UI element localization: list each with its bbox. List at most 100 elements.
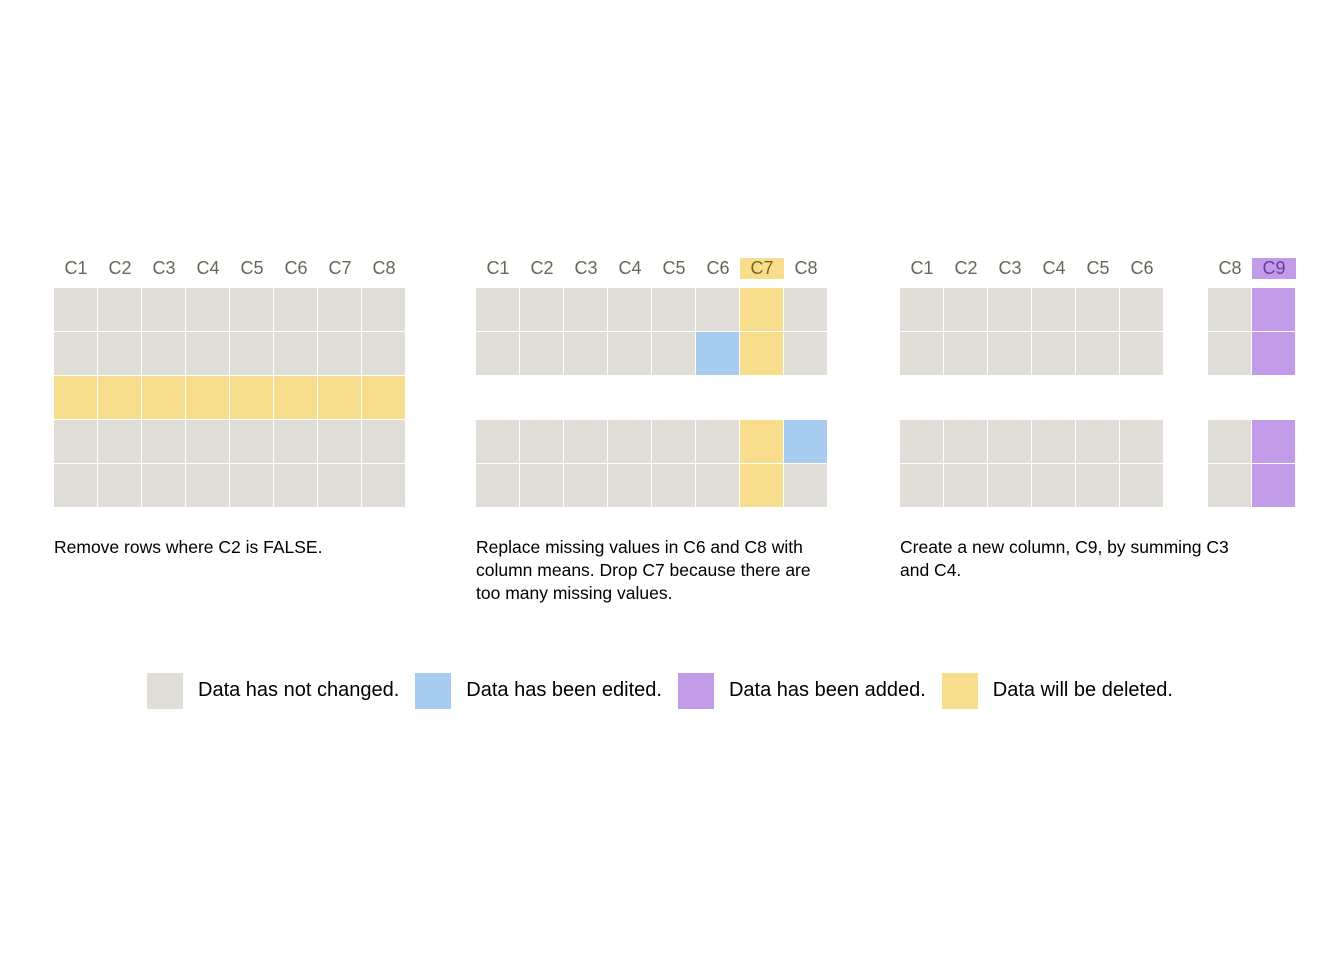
data-grid <box>900 288 1295 508</box>
panel-remove-rows: C1 C2 C3 C4 C5 C6 C7 C8 Remove rows where C2 is… <box>54 250 414 557</box>
panel-caption: Create a new column, C9, by summing C3 a… <box>900 537 1229 580</box>
legend: Data has not changed. Data has been edit… <box>147 672 1189 709</box>
cell-unchanged <box>784 464 827 507</box>
cell-unchanged <box>608 332 651 375</box>
cell-deleted <box>318 376 361 419</box>
cell-unchanged <box>230 420 273 463</box>
column-header-c6: C6 <box>284 258 308 278</box>
column-header-c5: C5 <box>1086 258 1110 278</box>
cell-unchanged <box>362 464 405 507</box>
column-header-c5: C5 <box>240 258 264 278</box>
column-header-c6: C6 <box>1130 258 1154 278</box>
cell-unchanged <box>1076 420 1119 463</box>
cell-unchanged <box>318 420 361 463</box>
column-header-c3: C3 <box>998 258 1022 278</box>
cell-unchanged <box>1120 420 1163 463</box>
cell-unchanged <box>186 420 229 463</box>
cell-unchanged <box>230 288 273 331</box>
column-headers: C1 C2 C3 C4 C5 C6 C7 C8 <box>54 250 414 288</box>
cell-deleted <box>230 376 273 419</box>
column-header-c1: C1 <box>64 258 88 278</box>
cell-deleted <box>362 376 405 419</box>
cell-unchanged <box>54 288 97 331</box>
legend-item-deleted: Data will be deleted. <box>941 672 1173 709</box>
cell-unchanged <box>54 420 97 463</box>
cell-unchanged <box>652 332 695 375</box>
legend-swatch-edited <box>415 672 452 709</box>
cell-deleted <box>186 376 229 419</box>
data-grid <box>476 288 836 508</box>
column-header-c7: C7 <box>740 258 784 279</box>
legend-label: Data has not changed. <box>198 679 400 701</box>
cell-unchanged <box>608 288 651 331</box>
cell-unchanged <box>274 464 317 507</box>
cell-unchanged <box>1032 420 1075 463</box>
cell-unchanged <box>98 332 141 375</box>
legend-swatch-deleted <box>941 672 978 709</box>
panel-caption: Remove rows where C2 is FALSE. <box>54 537 323 557</box>
cell-added <box>1252 420 1295 463</box>
cell-unchanged <box>1120 332 1163 375</box>
column-header-c2: C2 <box>954 258 978 278</box>
legend-swatch-added <box>677 672 714 709</box>
column-header-c8: C8 <box>1218 258 1242 278</box>
cell-unchanged <box>186 332 229 375</box>
panel-add-column: C1 C2 C3 C4 C5 C6 C8 C9 Create a new column, C9… <box>900 250 1296 580</box>
column-header-c7: C7 <box>328 258 352 278</box>
cell-unchanged <box>900 288 943 331</box>
cell-unchanged <box>696 420 739 463</box>
cell-unchanged <box>230 332 273 375</box>
cell-unchanged <box>696 288 739 331</box>
column-header-c8: C8 <box>372 258 396 278</box>
cell-unchanged <box>652 464 695 507</box>
cell-unchanged <box>1076 464 1119 507</box>
column-header-c5: C5 <box>662 258 686 278</box>
cell-unchanged <box>988 332 1031 375</box>
cell-added <box>1252 288 1295 331</box>
cell-unchanged <box>1032 332 1075 375</box>
cell-unchanged <box>142 332 185 375</box>
column-header-c4: C4 <box>618 258 642 278</box>
cell-deleted <box>98 376 141 419</box>
cell-unchanged <box>1208 332 1251 375</box>
cell-unchanged <box>1076 288 1119 331</box>
cell-edited <box>696 332 739 375</box>
cell-unchanged <box>520 332 563 375</box>
cell-unchanged <box>186 464 229 507</box>
legend-label: Data has been added. <box>728 679 926 701</box>
cell-unchanged <box>476 332 519 375</box>
cell-unchanged <box>608 464 651 507</box>
cell-unchanged <box>784 288 827 331</box>
column-header-c6: C6 <box>706 258 730 278</box>
cell-added <box>1252 464 1295 507</box>
cell-unchanged <box>652 288 695 331</box>
cell-unchanged <box>476 288 519 331</box>
legend-item-added: Data has been added. <box>677 672 926 709</box>
cell-unchanged <box>186 288 229 331</box>
cell-unchanged <box>944 464 987 507</box>
cell-unchanged <box>1120 464 1163 507</box>
cell-unchanged <box>652 420 695 463</box>
cell-unchanged <box>1076 332 1119 375</box>
cell-unchanged <box>318 288 361 331</box>
cell-unchanged <box>564 420 607 463</box>
column-header-c3: C3 <box>152 258 176 278</box>
cell-edited <box>784 420 827 463</box>
cell-unchanged <box>988 288 1031 331</box>
cell-unchanged <box>944 332 987 375</box>
legend-swatch-unchanged <box>147 672 183 709</box>
cell-deleted <box>142 376 185 419</box>
cell-unchanged <box>476 420 519 463</box>
cell-unchanged <box>608 420 651 463</box>
column-header-c3: C3 <box>574 258 598 278</box>
cell-unchanged <box>230 464 273 507</box>
legend-label: Data has been edited. <box>466 679 662 701</box>
legend-label: Data will be deleted. <box>992 679 1173 701</box>
column-header-c1: C1 <box>910 258 934 278</box>
cell-unchanged <box>1032 288 1075 331</box>
cell-unchanged <box>1032 464 1075 507</box>
cell-unchanged <box>944 288 987 331</box>
cell-unchanged <box>362 420 405 463</box>
column-header-c2: C2 <box>530 258 554 278</box>
cell-unchanged <box>98 420 141 463</box>
